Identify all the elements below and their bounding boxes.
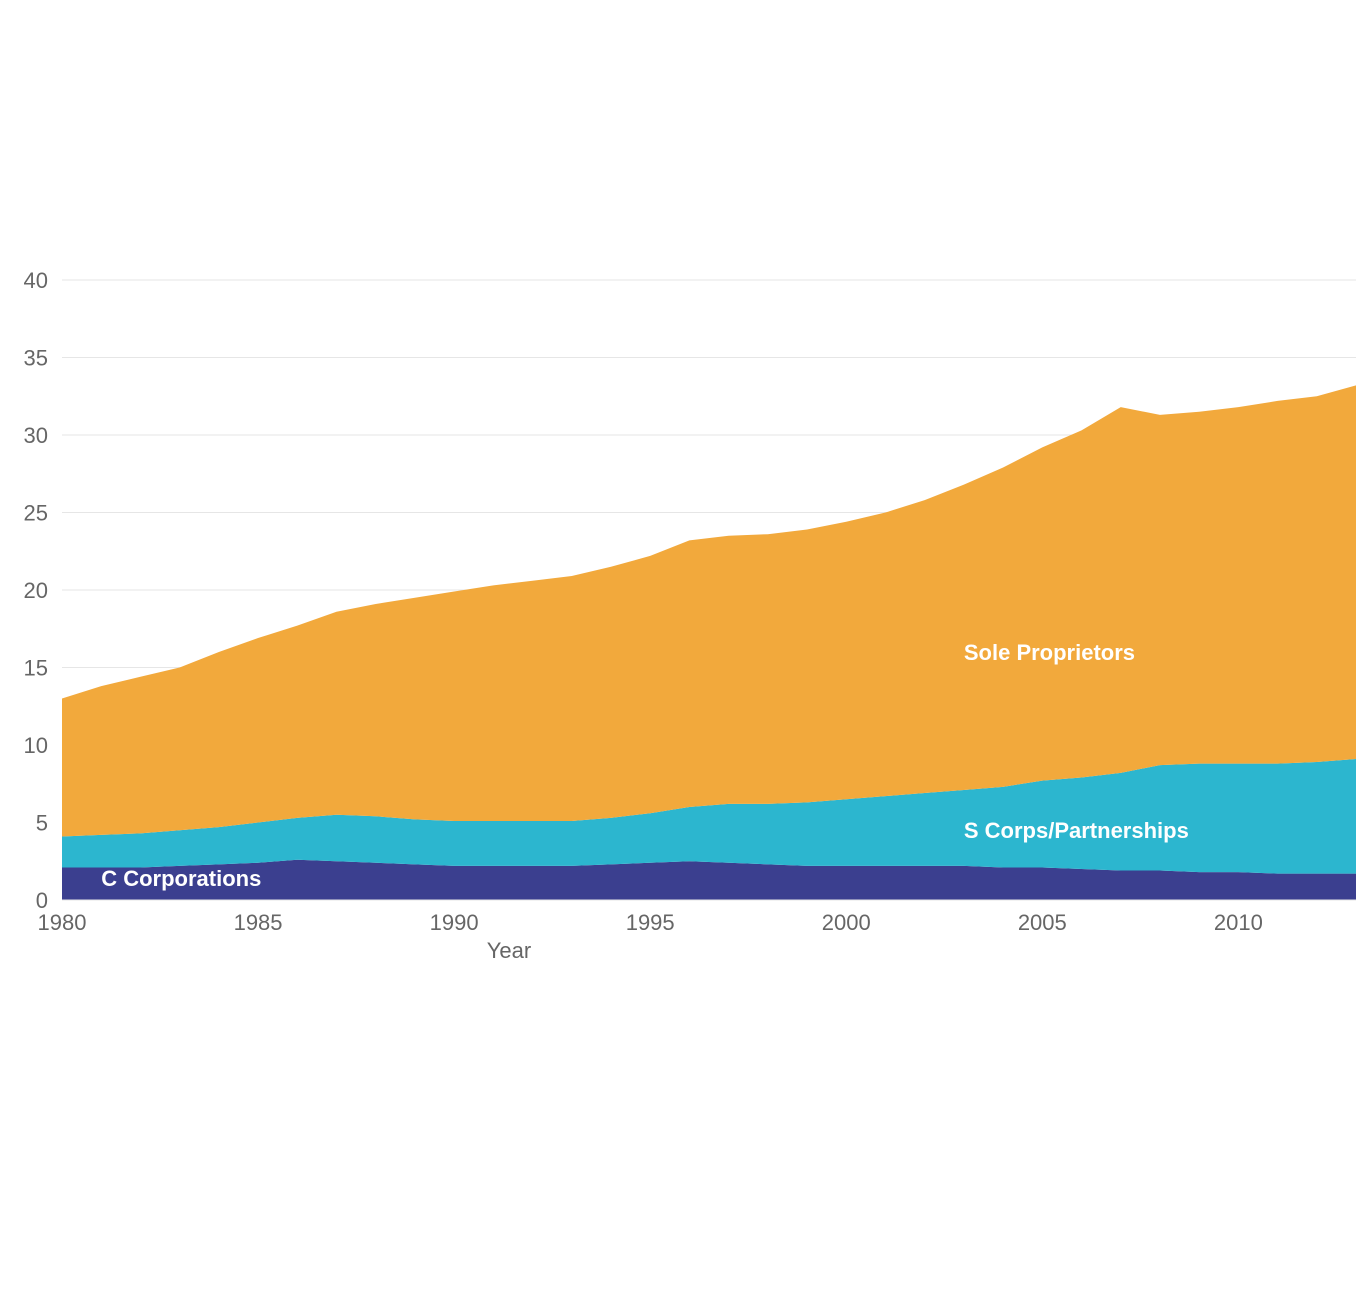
y-tick-label: 20 [24,578,48,603]
series-label-sole-proprietors: Sole Proprietors [964,640,1135,665]
y-tick-label: 40 [24,268,48,293]
y-tick-label: 30 [24,423,48,448]
series-label-c-corporations: C Corporations [101,866,261,891]
x-tick-label: 1980 [38,910,87,935]
y-tick-label: 15 [24,656,48,681]
x-axis-label: Year [487,938,531,963]
stacked-area-chart: 0510152025303540198019851990199520002005… [0,0,1356,980]
y-tick-label: 10 [24,733,48,758]
x-tick-label: 2005 [1018,910,1067,935]
y-tick-label: 5 [36,811,48,836]
y-tick-label: 35 [24,346,48,371]
series-label-s-corps-partnerships: S Corps/Partnerships [964,818,1189,843]
x-tick-label: 1995 [626,910,675,935]
chart-svg: 0510152025303540198019851990199520002005… [0,0,1356,980]
y-tick-label: 25 [24,501,48,526]
x-tick-label: 2000 [822,910,871,935]
x-tick-label: 1990 [430,910,479,935]
x-tick-label: 2010 [1214,910,1263,935]
x-tick-label: 1985 [234,910,283,935]
